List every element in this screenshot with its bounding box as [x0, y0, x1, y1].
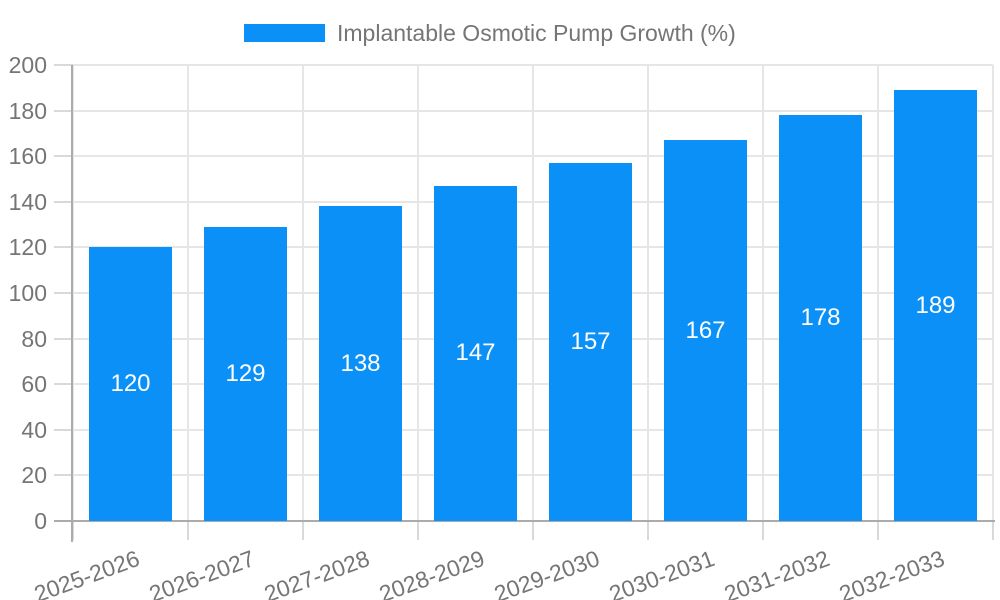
gridline-vertical: [647, 65, 649, 521]
y-tick-label: 140: [8, 188, 47, 215]
x-tick-label: 2026-2027: [145, 545, 258, 600]
y-axis-tick-mark: [54, 383, 73, 386]
legend: Implantable Osmotic Pump Growth (%): [244, 20, 736, 46]
x-tick-label: 2029-2030: [490, 545, 603, 600]
bar[interactable]: [319, 206, 402, 521]
y-axis-tick-mark: [54, 246, 73, 249]
y-axis-tick-mark: [54, 337, 73, 340]
x-tick-label: 2028-2029: [375, 545, 488, 600]
x-axis-tick-mark: [187, 521, 189, 540]
bar-value-label: 178: [800, 304, 841, 332]
y-axis-tick-mark: [54, 474, 73, 477]
x-axis-tick-mark: [417, 521, 419, 540]
y-axis-tick-mark: [54, 292, 73, 294]
gridline-vertical: [992, 65, 994, 521]
bar[interactable]: [89, 247, 172, 521]
x-tick-label: 2032-2033: [835, 545, 948, 600]
x-axis-tick-mark: [877, 521, 879, 540]
bar-value-label: 138: [340, 349, 381, 377]
gridline-vertical: [72, 65, 74, 521]
y-axis-tick-mark: [54, 155, 73, 158]
legend-item[interactable]: Implantable Osmotic Pump Growth (%): [244, 20, 736, 47]
gridline-vertical: [302, 65, 304, 521]
x-axis-tick-mark: [992, 521, 994, 540]
bar-value-label: 147: [455, 339, 496, 367]
y-tick-label: 40: [21, 416, 47, 443]
bar[interactable]: [434, 185, 517, 521]
bar[interactable]: [894, 90, 977, 521]
x-axis-tick-mark: [647, 521, 649, 540]
gridline-vertical: [417, 65, 419, 521]
bar-value-label: 129: [225, 359, 266, 387]
x-tick-label: 2030-2031: [605, 545, 718, 600]
bar[interactable]: [779, 115, 862, 521]
x-axis-tick-mark: [72, 521, 74, 540]
x-axis-line: [54, 520, 995, 522]
gridline-vertical: [532, 65, 534, 521]
x-axis-tick-mark: [532, 521, 534, 540]
y-tick-label: 20: [21, 462, 47, 489]
y-tick-label: 120: [8, 234, 47, 261]
y-tick-label: 160: [8, 143, 47, 170]
bar-value-label: 157: [570, 328, 611, 356]
y-tick-label: 200: [8, 52, 47, 78]
legend-label: Implantable Osmotic Pump Growth (%): [337, 19, 736, 46]
bar[interactable]: [204, 226, 287, 521]
y-axis-line: [71, 65, 73, 542]
y-tick-label: 60: [21, 371, 47, 398]
y-axis-tick-mark: [54, 109, 73, 112]
x-axis-tick-mark: [302, 521, 304, 540]
y-tick-label: 180: [8, 97, 47, 124]
x-tick-label: 2027-2028: [260, 545, 373, 600]
x-axis-tick-mark: [762, 521, 764, 540]
bar[interactable]: [549, 163, 632, 521]
x-tick-label: 2025-2026: [30, 545, 143, 600]
y-tick-label: 100: [8, 280, 47, 306]
y-axis-tick-mark: [54, 428, 73, 431]
y-tick-label: 0: [34, 508, 47, 534]
y-axis-tick-mark: [54, 64, 73, 66]
legend-swatch-icon: [244, 24, 325, 42]
gridline-vertical: [762, 65, 764, 521]
x-tick-label: 2031-2032: [720, 545, 833, 600]
y-axis-tick-mark: [54, 200, 73, 203]
bar[interactable]: [664, 140, 747, 521]
gridline-vertical: [877, 65, 879, 521]
gridline-vertical: [187, 65, 189, 521]
bar-value-label: 167: [685, 316, 726, 344]
y-tick-label: 80: [21, 325, 47, 352]
bar-value-label: 189: [915, 291, 956, 319]
bar-value-label: 120: [110, 370, 151, 398]
